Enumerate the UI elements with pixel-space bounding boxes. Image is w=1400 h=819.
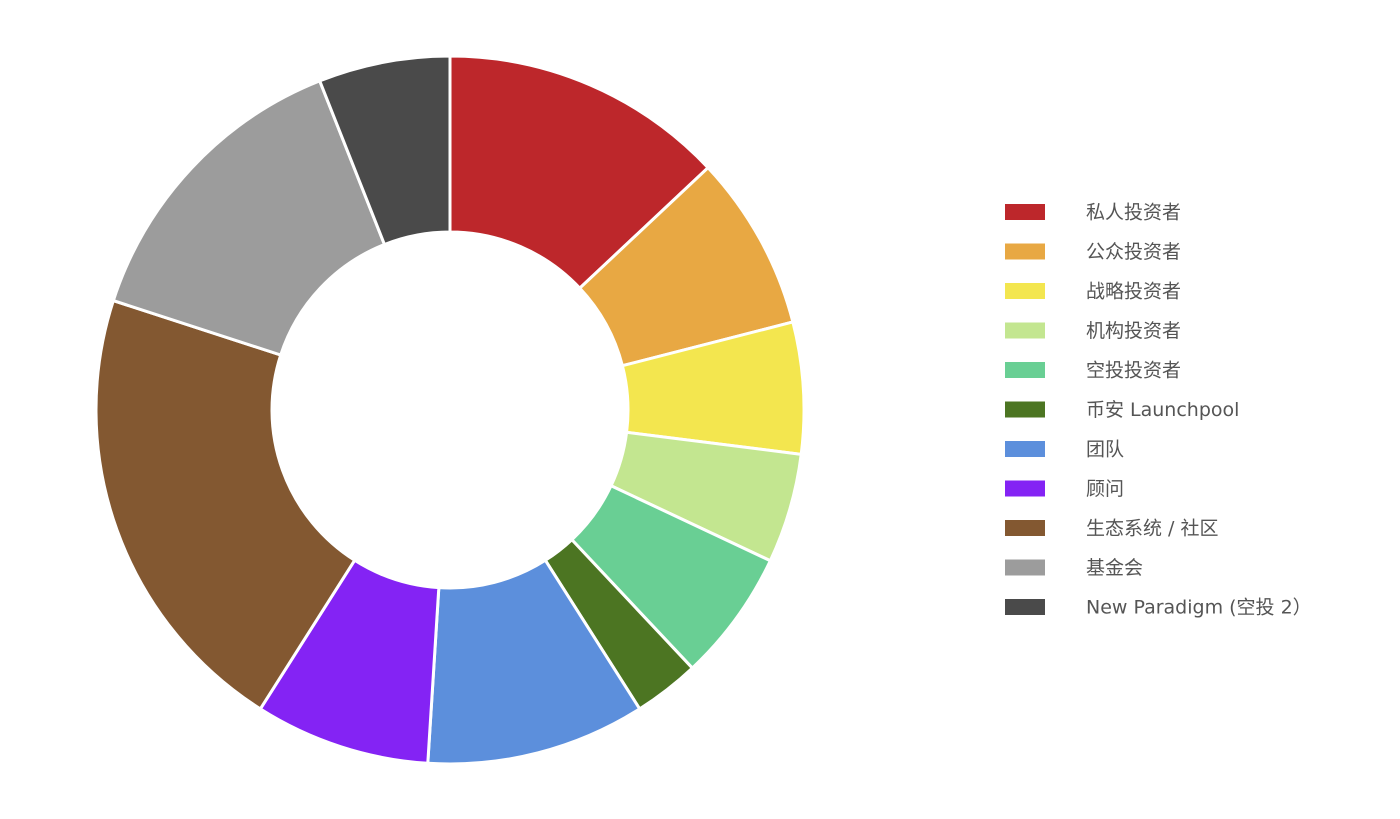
- legend-label: 私人投资者: [1086, 202, 1181, 224]
- donut-segment: [111, 78, 387, 357]
- legend-label: 公众投资者: [1086, 241, 1181, 263]
- legend-swatch: [1005, 401, 1045, 418]
- legend-label: New Paradigm (空投 2）: [1086, 597, 1312, 619]
- legend-label: 顾问: [1086, 478, 1124, 500]
- donut-segment: [94, 298, 357, 711]
- legend-label: 币安 Launchpool: [1086, 399, 1239, 421]
- legend-label: 战略投资者: [1086, 281, 1181, 303]
- legend-swatch: [1005, 283, 1045, 299]
- legend-swatch: [1005, 480, 1045, 497]
- legend-swatch: [1005, 520, 1045, 536]
- donut-segment: [448, 54, 711, 291]
- legend-swatch: [1005, 599, 1045, 615]
- legend-swatch: [1005, 441, 1045, 457]
- legend-swatch: [1005, 362, 1045, 378]
- legend-swatch: [1005, 204, 1045, 220]
- legend-swatch: [1005, 559, 1045, 576]
- legend-swatch: [1005, 322, 1045, 339]
- legend-label: 团队: [1086, 439, 1124, 461]
- legend-label: 基金会: [1086, 557, 1143, 579]
- legend-label: 生态系统 / 社区: [1086, 518, 1218, 540]
- legend-label: 空投投资者: [1086, 360, 1181, 382]
- legend-swatch: [1005, 243, 1045, 260]
- legend-label: 机构投资者: [1086, 320, 1181, 342]
- donut-segment: [317, 54, 452, 247]
